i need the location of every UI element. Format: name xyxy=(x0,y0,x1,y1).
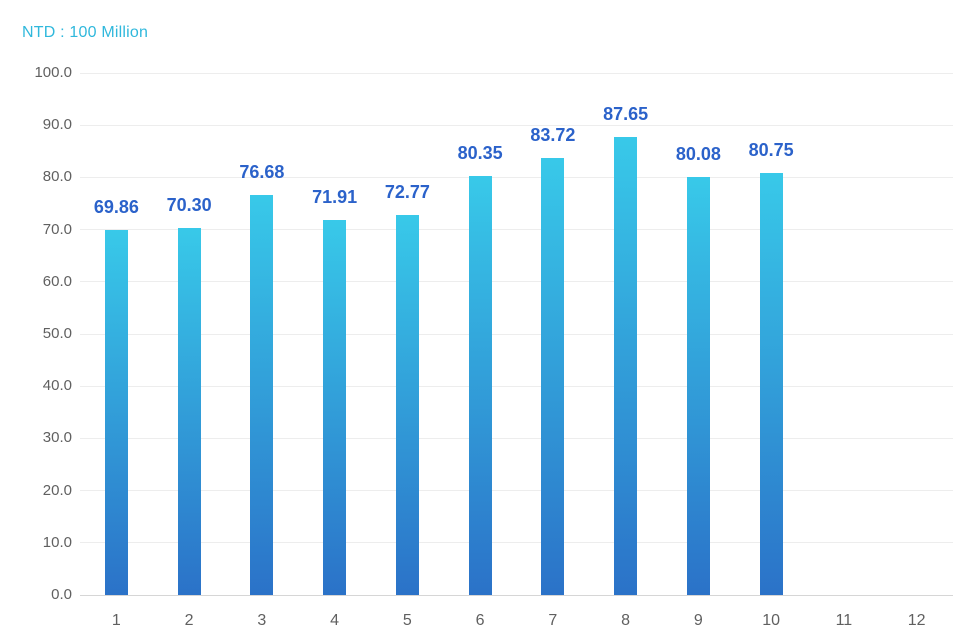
y-tick-label: 100.0 xyxy=(34,64,72,81)
bar-value-label: 70.30 xyxy=(166,195,212,216)
x-tick-label: 12 xyxy=(907,612,926,629)
x-axis-line xyxy=(80,594,953,596)
bar-value-label: 87.65 xyxy=(603,104,649,125)
y-tick-label: 70.0 xyxy=(42,220,72,238)
x-tick-label: 9 xyxy=(693,612,703,629)
y-tick-label: 50.0 xyxy=(42,325,72,342)
x-tick-label: 11 xyxy=(835,612,853,629)
bar-month-5 xyxy=(395,215,419,595)
y-tick-label: 30.0 xyxy=(42,429,72,447)
y-tick-label: 10.0 xyxy=(42,533,72,551)
y-tick-label: 80.0 xyxy=(42,168,72,186)
x-tick-label: 5 xyxy=(402,612,412,629)
gridline xyxy=(80,229,953,231)
gridline xyxy=(80,333,953,335)
bar-value-label: 71.91 xyxy=(312,186,358,207)
bar-month-9 xyxy=(686,176,710,595)
x-tick-label: 8 xyxy=(621,612,631,629)
bar-value-label: 69.86 xyxy=(93,197,139,218)
gridline xyxy=(80,72,953,74)
gridline xyxy=(80,542,953,544)
bar-month-6 xyxy=(468,175,492,595)
bar-month-1 xyxy=(104,230,128,595)
y-tick-label: 0.0 xyxy=(51,586,72,603)
gridline xyxy=(80,176,953,178)
x-tick-label: 7 xyxy=(548,612,558,629)
gridline xyxy=(80,281,953,283)
bar-value-label: 76.68 xyxy=(239,161,285,182)
chart-unit-label: NTD : 100 Million xyxy=(22,24,149,41)
bar-value-label: 80.35 xyxy=(457,142,503,163)
x-tick-label: 1 xyxy=(111,612,121,629)
x-tick-label: 10 xyxy=(762,612,781,629)
bar-month-8 xyxy=(614,137,638,595)
x-tick-label: 6 xyxy=(475,612,485,629)
y-tick-label: 40.0 xyxy=(42,377,72,395)
x-tick-label: 4 xyxy=(330,612,340,629)
bar-value-label: 72.77 xyxy=(384,182,430,203)
bar-month-10 xyxy=(759,173,783,595)
bar-month-3 xyxy=(250,194,274,595)
bar-month-4 xyxy=(323,219,347,595)
y-tick-label: 60.0 xyxy=(42,272,72,290)
bar-value-label: 80.75 xyxy=(748,140,794,161)
bar-value-label: 83.72 xyxy=(530,124,576,145)
y-tick-label: 20.0 xyxy=(42,481,72,499)
x-tick-label: 2 xyxy=(184,612,194,629)
bar-value-label: 80.08 xyxy=(675,143,721,164)
y-tick-label: 90.0 xyxy=(42,116,72,134)
gridline xyxy=(80,490,953,492)
gridline xyxy=(80,124,953,126)
x-tick-label: 3 xyxy=(257,612,267,629)
bar-month-2 xyxy=(177,228,201,595)
gridline xyxy=(80,385,953,387)
bar-month-7 xyxy=(541,157,565,595)
gridline xyxy=(80,437,953,439)
